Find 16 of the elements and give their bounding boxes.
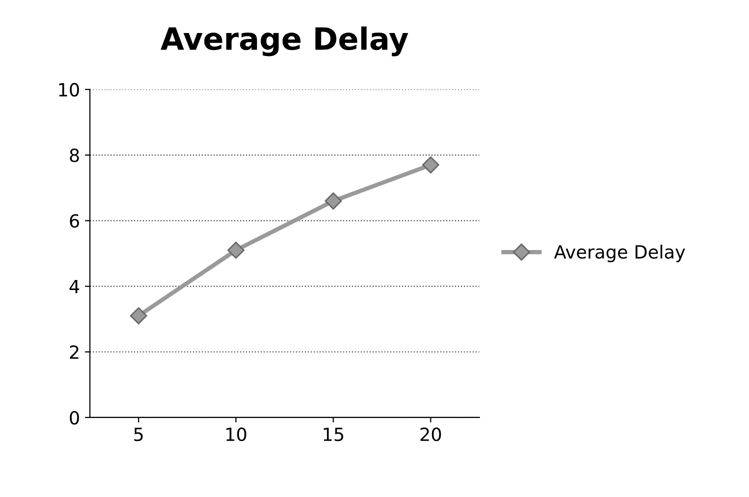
x-tick-label: 20 bbox=[420, 428, 441, 442]
x-tick-label: 10 bbox=[226, 428, 246, 442]
point bbox=[130, 307, 148, 324]
y-tick-label: 4 bbox=[70, 280, 80, 294]
y-tick-label: 0 bbox=[70, 410, 79, 425]
point bbox=[324, 192, 342, 210]
y-tick-label: 8 bbox=[70, 148, 79, 162]
x-tick-label: 15 bbox=[324, 428, 344, 442]
y-tick-label: 6 bbox=[70, 214, 80, 228]
point bbox=[227, 242, 244, 259]
y-tick-label: 10 bbox=[59, 82, 79, 97]
x-tick-label: 5 bbox=[134, 428, 143, 442]
legend-label: Average Delay bbox=[554, 244, 686, 262]
point bbox=[422, 156, 440, 174]
chart-title: Average Delay bbox=[160, 26, 408, 56]
y-tick-label: 2 bbox=[70, 345, 78, 359]
